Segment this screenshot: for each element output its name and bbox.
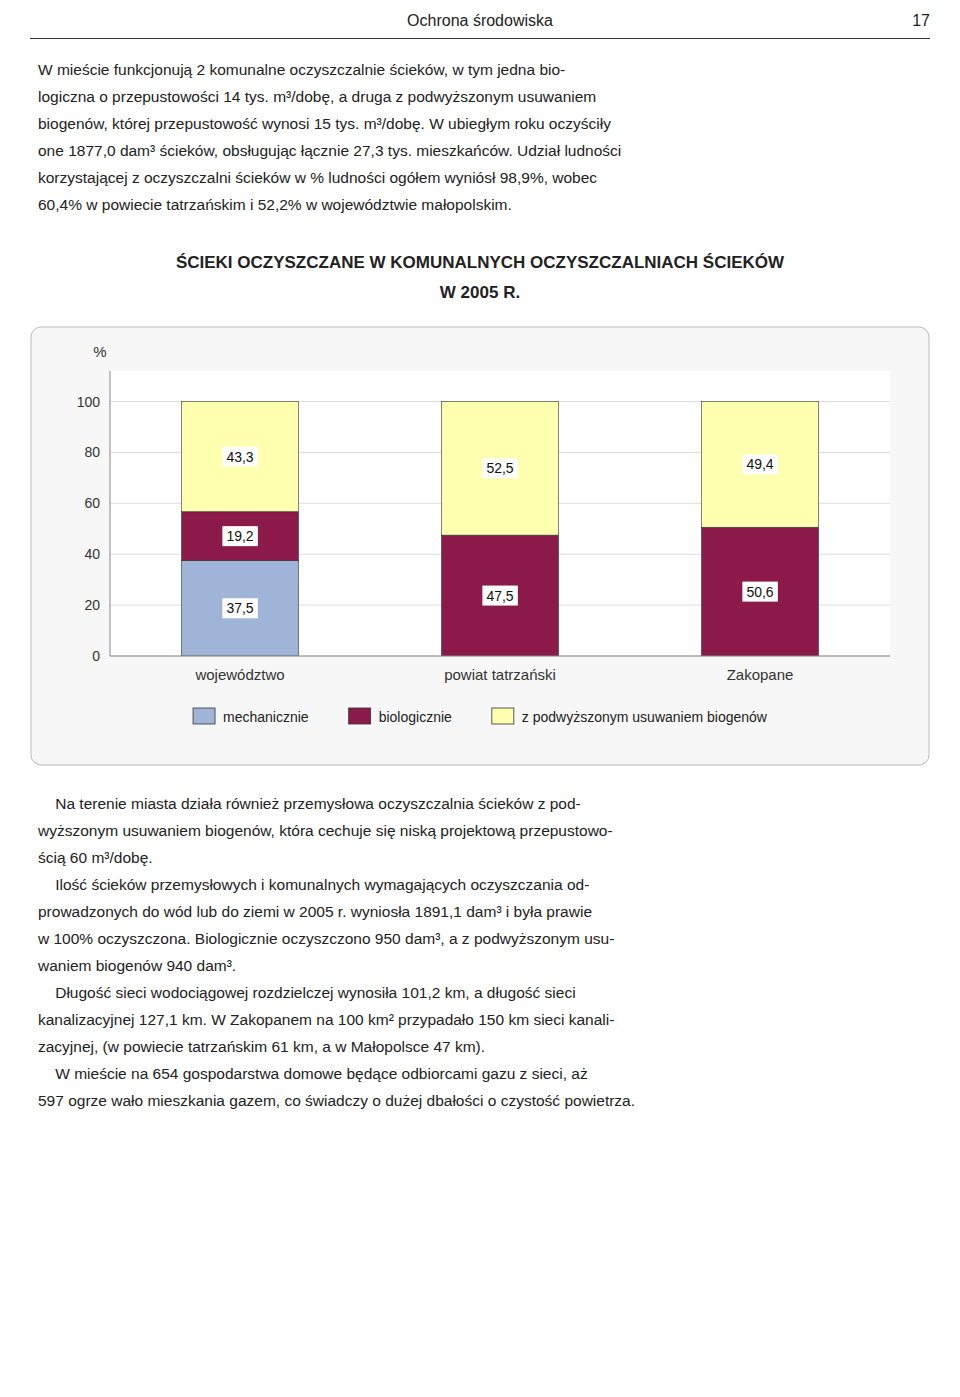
- bar-segment: [182, 512, 299, 561]
- bar-segment: [182, 561, 299, 656]
- text-line: korzystającej z oczyszczalni ścieków w %…: [38, 164, 928, 191]
- legend-label: z podwyższonym usuwaniem biogenów: [522, 709, 768, 725]
- bar-segment: [702, 402, 819, 528]
- legend-label: mechanicznie: [223, 709, 309, 725]
- legend: mechanicznie biologicznie z podwyższonym u…: [193, 708, 768, 725]
- legend-swatch: [193, 708, 215, 724]
- text-line: prowadzonych do wód lub do ziemi w 2005 …: [38, 898, 928, 925]
- text-above: W mieście funkcjonują 2 komunalne oczysz…: [38, 56, 928, 218]
- text-line: W mieście na 654 gospodarstwa domowe będ…: [38, 1060, 928, 1087]
- text-line: W mieście funkcjonują 2 komunalne oczysz…: [38, 56, 928, 83]
- data-label: 19,2: [226, 528, 253, 544]
- plot-area: [110, 371, 890, 656]
- data-label-bg: [222, 447, 257, 467]
- page-number: 17: [912, 12, 930, 30]
- bar-segment: [182, 402, 299, 512]
- data-label: 52,5: [486, 460, 513, 476]
- data-label: 43,3: [226, 449, 253, 465]
- bar-segment: [702, 527, 819, 656]
- data-label-bg: [742, 582, 777, 602]
- text-line: kanalizacyjnej 127,1 km. W Zakopanem na …: [38, 1006, 928, 1033]
- legend-swatch: [492, 708, 514, 724]
- text-line: Ilość ścieków przemysłowych i komunalnyc…: [38, 871, 928, 898]
- y-tick-label: 60: [84, 495, 100, 511]
- chart-title: ŚCIEKI OCZYSZCZANE W KOMUNALNYCH OCZYSZC…: [30, 250, 930, 276]
- text-line: one 1877,0 dam³ ścieków, obsługując łącz…: [38, 137, 928, 164]
- legend-label: biologicznie: [379, 709, 452, 725]
- data-label-bg: [222, 526, 257, 546]
- bar-segment: [442, 402, 559, 536]
- bar-segment: [442, 535, 559, 656]
- data-label-bg: [742, 454, 777, 474]
- data-label: 50,6: [746, 584, 773, 600]
- text-line: biogenów, której przepustowość wynosi 15…: [38, 110, 928, 137]
- chart-panel: [31, 327, 929, 765]
- text-line: 597 ogrze wało mieszkania gazem, co świa…: [38, 1087, 928, 1114]
- data-label: 49,4: [746, 456, 773, 472]
- y-tick-label: 0: [92, 648, 100, 664]
- data-label-bg: [482, 458, 517, 478]
- x-tick-label: Zakopane: [727, 666, 794, 683]
- legend-swatch: [349, 708, 371, 724]
- header-text: Ochrona środowiska: [30, 12, 930, 30]
- y-tick-label: 40: [84, 546, 100, 562]
- bars: [182, 402, 819, 656]
- y-tick-label: 100: [77, 394, 101, 410]
- text-line: w 100% oczyszczona. Biologicznie oczyszc…: [38, 925, 928, 952]
- grid-line: [110, 656, 890, 657]
- legend-item: mechanicznie: [193, 708, 309, 725]
- data-label: 47,5: [486, 588, 513, 604]
- data-label-bg: [482, 586, 517, 606]
- data-label: 37,5: [226, 600, 253, 616]
- y-axis-line: [110, 371, 111, 656]
- text-line: 60,4% w powiecie tatrzańskim i 52,2% w w…: [38, 191, 928, 218]
- chart-subtitle: W 2005 R.: [30, 280, 930, 306]
- x-axis-line: [110, 656, 890, 657]
- text-line: wyższonym usuwaniem biogenów, która cech…: [38, 817, 928, 844]
- data-label-bg: [222, 598, 257, 618]
- legend-item: z podwyższonym usuwaniem biogenów: [492, 708, 768, 725]
- y-axis-label: %: [93, 343, 106, 360]
- data-labels: 37,5 19,2 47,5 50,6 43,3 52,5 49,4: [222, 447, 777, 619]
- legend-item: biologicznie: [349, 708, 452, 725]
- page-header: Ochrona środowiska17: [30, 8, 930, 39]
- text-line: ścią 60 m³/dobę.: [38, 844, 928, 871]
- page: Ochrona środowiska17 W mieście funkcjonuj…: [0, 0, 960, 1397]
- y-tick-label: 80: [84, 444, 100, 460]
- text-line: waniem biogenów 940 dam³.: [38, 952, 928, 979]
- text-line: logiczna o przepustowości 14 tys. m³/dob…: [38, 83, 928, 110]
- chart: 0 20 40 60 80 100% 37,5 19,2 47,5 50,6 43,3 52,5 49,…: [30, 326, 930, 766]
- text-line: zacyjnej, (w powiecie tatrzańskim 61 km,…: [38, 1033, 928, 1060]
- x-tick-label: powiat tatrzański: [444, 666, 556, 683]
- text-line: Na terenie miasta działa również przemys…: [38, 790, 928, 817]
- text-below: Na terenie miasta działa również przemys…: [38, 790, 928, 1114]
- y-tick-label: 20: [84, 597, 100, 613]
- x-tick-label: województwo: [194, 666, 284, 683]
- text-line: Długość sieci wodociągowej rozdzielczej …: [38, 979, 928, 1006]
